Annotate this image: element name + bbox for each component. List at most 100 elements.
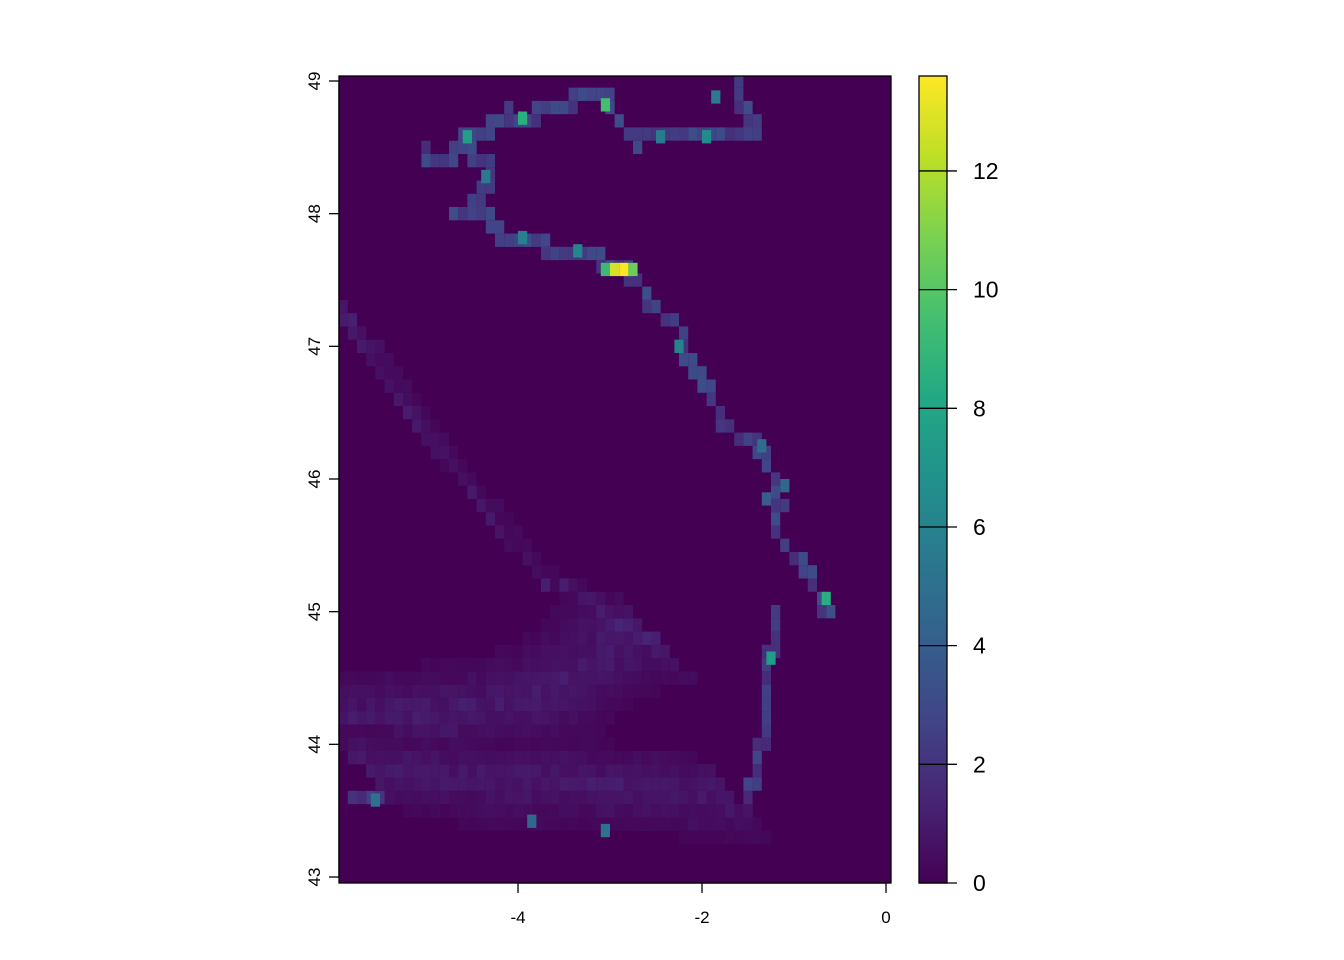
shelf-cell [623,790,633,805]
shelf-cell [596,658,606,672]
shelf-cell [439,777,449,791]
shelf-cell [393,724,403,738]
shelf-cell [568,790,578,805]
shelf-cell [430,751,440,765]
coast-cell [771,512,781,526]
shelf-cell [439,684,449,698]
shelf-cell [522,711,532,725]
shelf-cell [614,764,624,778]
shelf-cell [329,671,338,684]
shelf-cell [651,658,661,672]
shelf-cell [467,764,477,778]
shelf-cell [513,790,523,805]
shelf-cell [412,751,422,765]
shelf-cell [375,777,385,791]
shelf-cell [366,711,376,725]
shelf-cell [366,724,376,738]
coast-cell [467,207,477,221]
shelf-cell [651,790,661,805]
shelf-cell [320,685,329,698]
y-tick-label: 45 [305,602,324,621]
shelf-cell [504,777,514,791]
shelf-cell [559,658,569,672]
shelf-cell [513,777,523,791]
coast-cell [651,299,661,314]
coast-cell [568,246,578,261]
shelf-cell [605,804,615,818]
shelf-cell [320,671,329,684]
shelf-cell [642,817,652,831]
shelf-cell [430,777,440,791]
shelf-cell [596,644,606,659]
shelf-cell [449,445,459,460]
coast-cell [633,140,643,154]
shelf-cell [347,313,357,327]
shelf-cell [403,790,413,805]
shelf-cell [541,764,551,778]
shelf-cell [329,685,338,698]
shelf-cell [485,684,495,698]
shelf-cell [531,697,541,712]
shelf-cell [531,804,541,818]
shelf-cell [752,830,762,844]
shelf-cell [633,804,643,818]
shelf-cell [393,751,403,765]
shelf-cell [329,698,338,711]
shelf-cell [357,751,367,765]
shelf-cell [375,724,385,738]
shelf-cell [725,790,735,805]
shelf-cell [485,804,495,818]
shelf-cell [587,764,597,778]
shelf-cell [596,697,606,712]
shelf-cell [596,790,606,805]
shelf-cell [688,764,698,778]
shelf-cell [504,804,514,818]
shelf-cell [633,618,643,632]
shelf-cell [587,804,597,818]
coast-cell [458,140,468,154]
shelf-cell [614,777,624,791]
shelf-cell [541,790,551,805]
shelf-cell [513,711,523,725]
hotspot-cell [462,130,472,144]
shelf-cell [347,724,357,738]
coast-cell [706,392,716,407]
coast-cell [550,246,560,261]
coast-cell [504,114,514,128]
shelf-cell [357,684,367,698]
colorbar-gradient [918,75,948,884]
shelf-cell [421,684,431,698]
shelf-cell [541,565,551,579]
shelf-cell [412,697,422,712]
shelf-cell [605,737,615,751]
shelf-cell [743,830,753,844]
shelf-cell [559,697,569,712]
shelf-cell [449,697,459,712]
shelf-cell [587,751,597,765]
shelf-cell [347,711,357,725]
coast-cell [761,671,771,685]
shelf-cell [679,804,689,818]
shelf-cell [357,339,367,353]
coast-cell [761,737,771,751]
coast-cell [485,127,495,141]
shelf-cell [734,817,744,831]
y-tick-label: 43 [305,868,324,887]
shelf-cell [311,287,320,300]
shelf-cell [458,724,468,738]
shelf-cell [633,644,643,659]
shelf-cell [568,618,578,632]
shelf-cell [568,578,578,592]
shelf-cell [642,658,652,672]
shelf-cell [476,671,486,685]
shelf-cell [439,697,449,712]
shelf-cell [688,777,698,791]
shelf-cell [633,631,643,645]
shelf-cell [541,697,551,712]
y-tick-label: 49 [305,72,324,91]
shelf-cell [513,525,523,539]
shelf-cell [679,777,689,791]
shelf-cell [550,697,560,712]
shelf-cell [485,658,495,672]
coast-cell [743,432,753,446]
